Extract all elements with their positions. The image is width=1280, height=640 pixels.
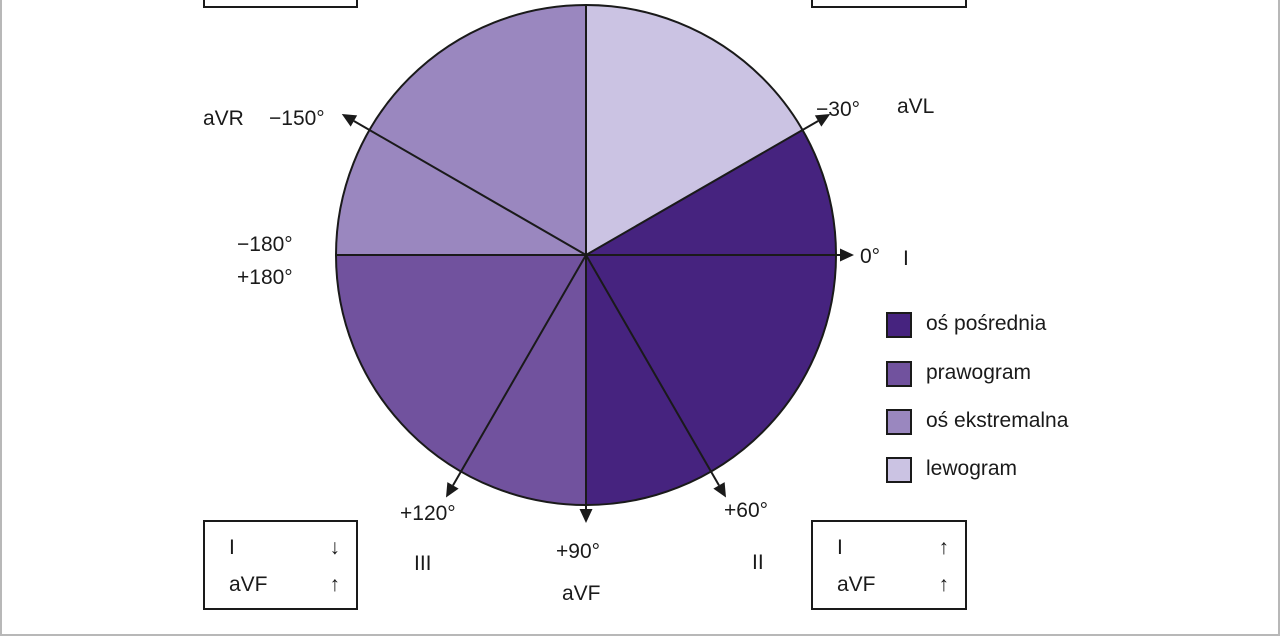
angle-plus90-label: +90° — [556, 540, 601, 563]
axis-arrow-minus30 — [585, 120, 819, 256]
sector-prawogram — [336, 255, 586, 505]
legend-label: oś ekstremalna — [926, 409, 1069, 432]
legend-label: oś pośrednia — [926, 312, 1047, 335]
sector-oś-ekstremalna — [336, 5, 586, 255]
angle-minus180-label: −180° — [237, 233, 293, 256]
arrow-down-icon: ↓ — [329, 536, 341, 559]
arrow-up-icon: ↑ — [938, 573, 950, 596]
axis-arrow-plus120 — [452, 254, 587, 486]
angle-minus30-label: −30° — [816, 98, 861, 121]
arrowhead-icon — [446, 482, 459, 498]
angle-0-label: 0° — [860, 245, 881, 268]
arrowhead-icon — [713, 482, 726, 498]
arrowhead-icon — [579, 509, 593, 523]
box-lead: aVF — [837, 573, 876, 596]
lead-II-label: II — [752, 551, 764, 574]
legend-swatch — [886, 409, 912, 435]
lead-aVF-label: aVF — [562, 582, 601, 605]
top-left-box — [203, 0, 358, 8]
legend-swatch — [886, 457, 912, 483]
polarity-box-right-axis: I ↓ aVF ↑ — [203, 520, 358, 610]
legend-label: prawogram — [926, 361, 1032, 384]
sector-layer — [336, 5, 836, 505]
box-lead: aVF — [229, 573, 268, 596]
angle-plus120-label: +120° — [400, 502, 456, 525]
arrow-up-icon: ↑ — [938, 536, 950, 559]
polarity-box-normal-axis: I ↑ aVF ↑ — [811, 520, 967, 610]
top-right-box — [811, 0, 967, 8]
box-lead: I — [837, 536, 843, 559]
legend-label: lewogram — [926, 457, 1018, 480]
arrowhead-icon — [341, 114, 358, 127]
lead-aVR-label: aVR — [203, 107, 244, 130]
lead-aVL-label: aVL — [897, 95, 935, 118]
sector-lewogram — [586, 5, 803, 255]
angle-plus60-label: +60° — [724, 499, 769, 522]
angle-minus150-label: −150° — [269, 107, 325, 130]
axis-arrow-minus150 — [353, 120, 587, 256]
box-row: I ↑ — [837, 536, 949, 564]
sector-oś-pośrednia — [586, 130, 836, 505]
arrowhead-icon — [814, 114, 831, 127]
lead-III-label: III — [414, 552, 432, 575]
box-row: I ↓ — [229, 536, 340, 564]
lead-I-label: I — [903, 247, 909, 270]
axis-lines — [336, 5, 854, 523]
box-row: aVF ↑ — [229, 573, 340, 601]
legend-swatch — [886, 312, 912, 338]
arrowhead-icon — [840, 248, 854, 262]
axis-arrow-plus60 — [585, 254, 720, 486]
wheel-outline — [335, 4, 837, 506]
angle-plus180-label: +180° — [237, 266, 293, 289]
legend-swatch — [886, 361, 912, 387]
arrow-up-icon: ↑ — [329, 573, 341, 596]
box-lead: I — [229, 536, 235, 559]
box-row: aVF ↑ — [837, 573, 949, 601]
